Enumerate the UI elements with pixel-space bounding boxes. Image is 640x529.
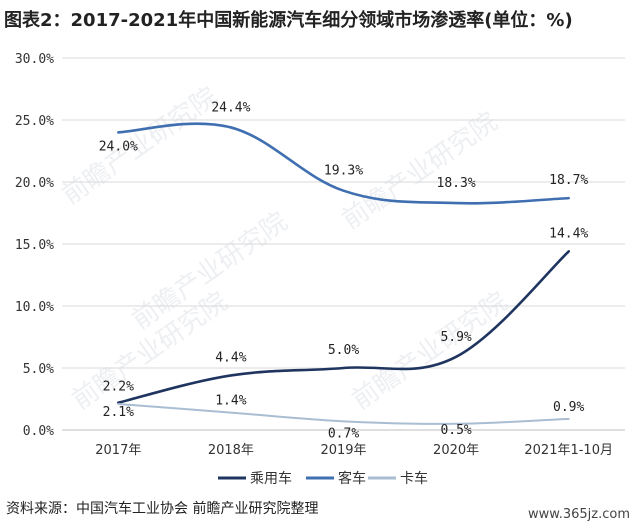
data-label: 0.5% <box>440 423 471 438</box>
legend-label: 客车 <box>338 470 366 487</box>
series-line <box>117 402 570 425</box>
data-label: 0.9% <box>553 400 584 415</box>
series-line <box>117 122 570 205</box>
data-label: 5.0% <box>328 343 359 358</box>
x-tick-label: 2018年 <box>208 443 254 458</box>
y-tick-label: 25.0% <box>15 114 54 129</box>
series-lines <box>117 122 570 425</box>
data-label: 4.4% <box>215 350 246 365</box>
data-label: 24.4% <box>211 100 250 115</box>
data-label: 2.1% <box>103 405 134 420</box>
x-axis: 2017年 2018年 2019年 2020年 2021年1-10月 <box>95 443 613 458</box>
x-tick-label: 2021年1-10月 <box>524 443 613 458</box>
site-watermark: www.365jz.com <box>524 506 634 523</box>
y-tick-label: 30.0% <box>15 52 54 67</box>
watermark-text: 前瞻产业研究院 <box>57 82 223 211</box>
y-tick-label: 10.0% <box>15 300 54 315</box>
data-label: 5.9% <box>440 330 471 345</box>
data-label: 14.4% <box>549 226 588 241</box>
data-label: 2.2% <box>103 380 134 395</box>
data-label: 18.3% <box>437 176 476 191</box>
x-tick-label: 2019年 <box>320 443 366 458</box>
series-line <box>117 250 570 405</box>
y-tick-label: 15.0% <box>15 238 54 253</box>
y-tick-label: 20.0% <box>15 176 54 191</box>
data-label: 18.7% <box>549 173 588 188</box>
y-axis: 0.0% 5.0% 10.0% 15.0% 20.0% 25.0% 30.0% <box>15 52 54 439</box>
chart-title: 图表2：2017-2021年中国新能源汽车细分领域市场渗透率(单位：%) <box>4 10 573 31</box>
y-tick-label: 0.0% <box>23 424 54 439</box>
data-label: 24.0% <box>99 139 138 154</box>
data-label: 0.7% <box>328 426 359 441</box>
x-tick-label: 2017年 <box>95 443 141 458</box>
legend-label: 卡车 <box>400 470 428 487</box>
data-label: 1.4% <box>215 394 246 409</box>
gridlines <box>62 57 625 431</box>
legend-label: 乘用车 <box>250 470 292 487</box>
y-tick-label: 5.0% <box>23 362 54 377</box>
legend: 乘用车 客车 卡车 <box>218 470 428 487</box>
x-tick-label: 2020年 <box>433 443 479 458</box>
data-label: 19.3% <box>324 164 363 179</box>
source-note: 资料来源：中国汽车工业协会 前瞻产业研究院整理 <box>6 501 319 517</box>
data-labels: 2.2% 4.4% 5.0% 5.9% 14.4% 24.0% 24.4% 19.3% 18.3… <box>99 100 589 441</box>
